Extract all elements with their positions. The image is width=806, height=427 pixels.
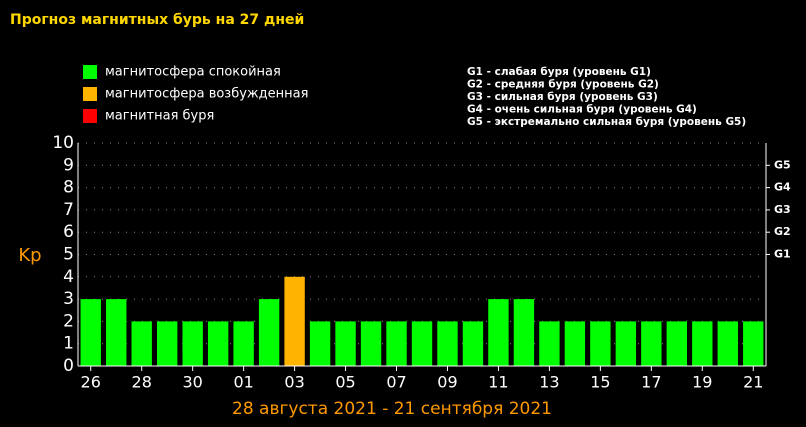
x-tick-label: 19 — [692, 373, 712, 392]
bar — [615, 321, 637, 366]
bar — [513, 299, 535, 366]
y-tick-label: 6 — [63, 222, 74, 242]
bar — [590, 321, 611, 366]
y-tick-label: 10 — [52, 133, 74, 153]
bar — [233, 321, 254, 366]
y2-tick-label: G1 — [774, 248, 791, 261]
y-tick-label: 8 — [63, 178, 74, 198]
x-tick-label: 01 — [233, 373, 253, 392]
storm-level-note: G2 - средняя буря (уровень G2) — [467, 79, 659, 91]
storm-level-note: G1 - слабая буря (уровень G1) — [467, 66, 651, 78]
legend-label: магнитная буря — [105, 109, 214, 124]
bar — [386, 321, 407, 366]
bar — [335, 321, 356, 366]
y-tick-label: 3 — [63, 289, 74, 309]
bar — [641, 321, 662, 366]
x-tick-label: 30 — [182, 373, 202, 392]
bar — [488, 299, 509, 366]
x-tick-label: 05 — [335, 373, 355, 392]
bar — [284, 276, 305, 366]
bar — [360, 321, 382, 366]
bar — [309, 321, 331, 366]
bar — [182, 321, 203, 366]
y-tick-label: 1 — [63, 334, 74, 354]
y-tick-label: 2 — [63, 311, 74, 331]
x-tick-label: 11 — [488, 373, 508, 392]
bar — [207, 321, 229, 366]
x-tick-label: 26 — [81, 373, 101, 392]
x-tick-label: 03 — [284, 373, 304, 392]
bar — [437, 321, 458, 366]
bar — [411, 321, 433, 366]
bar — [462, 321, 484, 366]
bar — [743, 321, 764, 366]
bar — [539, 321, 560, 366]
y-tick-label: 0 — [63, 356, 74, 376]
storm-level-note: G3 - сильная буря (уровень G3) — [467, 91, 658, 103]
bar — [258, 299, 280, 366]
legend-label: магнитосфера возбужденная — [105, 87, 308, 102]
bar — [564, 321, 586, 366]
chart-title: Прогноз магнитных бурь на 27 дней — [10, 12, 304, 28]
x-tick-label: 28 — [132, 373, 152, 392]
x-tick-label: 15 — [590, 373, 610, 392]
legend-label: магнитосфера спокойная — [105, 65, 281, 80]
y-tick-label: 5 — [63, 245, 74, 265]
bar — [106, 299, 127, 366]
y2-tick-label: G3 — [774, 203, 791, 216]
bar — [131, 321, 152, 366]
y-tick-label: 4 — [63, 267, 74, 287]
bar — [156, 321, 178, 366]
legend-swatch — [83, 109, 97, 123]
x-tick-label: 07 — [386, 373, 406, 392]
y-axis-label: Kp — [18, 245, 41, 266]
x-tick-label: 17 — [641, 373, 661, 392]
y2-tick-label: G4 — [774, 181, 791, 194]
legend-swatch — [83, 65, 97, 79]
x-tick-label: 21 — [743, 373, 763, 392]
bar — [666, 321, 688, 366]
y-tick-label: 9 — [63, 155, 74, 175]
y2-tick-label: G5 — [774, 158, 791, 171]
legend-swatch — [83, 87, 97, 101]
bar — [717, 321, 738, 366]
storm-level-note: G5 - экстремально сильная буря (уровень … — [467, 116, 746, 128]
y2-tick-label: G2 — [774, 225, 791, 238]
bar — [692, 321, 713, 366]
bar — [80, 299, 101, 366]
y-tick-label: 7 — [63, 200, 74, 220]
x-tick-label: 09 — [437, 373, 457, 392]
x-tick-label: 13 — [539, 373, 559, 392]
storm-level-note: G4 - очень сильная буря (уровень G4) — [467, 104, 697, 116]
x-axis-label: 28 августа 2021 - 21 сентября 2021 — [232, 399, 552, 419]
